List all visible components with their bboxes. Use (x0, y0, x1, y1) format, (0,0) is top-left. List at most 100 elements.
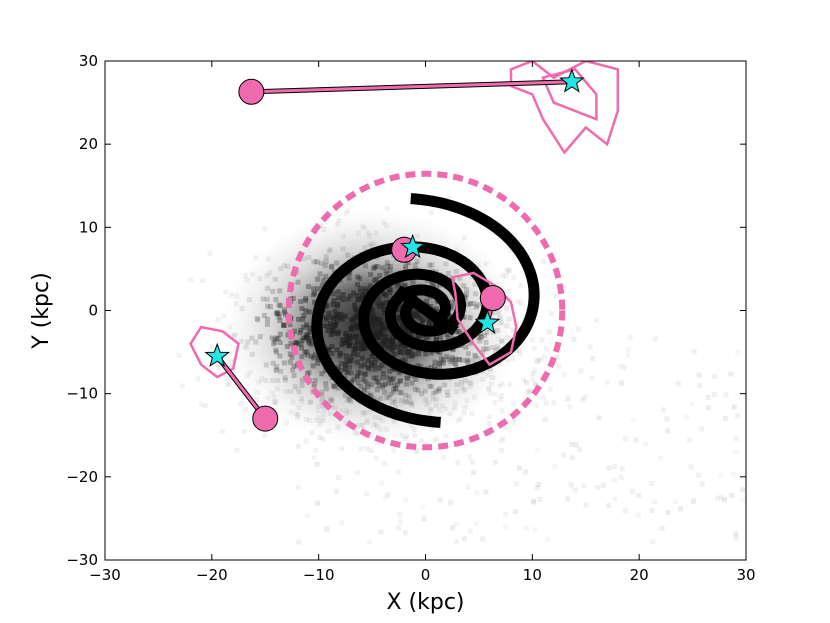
density-point (227, 351, 233, 357)
density-point (596, 415, 602, 421)
density-point (311, 286, 317, 292)
density-point (244, 277, 250, 283)
density-point (311, 383, 317, 389)
density-point (461, 314, 467, 320)
density-point (296, 316, 302, 322)
density-point (403, 392, 409, 398)
density-point (265, 303, 271, 309)
density-point (533, 381, 539, 387)
density-point (343, 331, 349, 337)
density-point (541, 354, 547, 360)
density-point (706, 405, 712, 411)
density-point (338, 408, 344, 414)
density-point (330, 302, 336, 308)
density-point (617, 363, 623, 369)
density-point (428, 354, 434, 360)
density-point (316, 356, 322, 362)
density-point (423, 351, 429, 357)
density-point (372, 277, 378, 283)
density-point (295, 443, 301, 449)
density-point (291, 372, 297, 378)
density-point (331, 383, 337, 389)
density-point (532, 527, 538, 533)
density-point (384, 337, 390, 343)
density-point (391, 389, 397, 395)
density-point (259, 376, 265, 382)
density-point (648, 480, 654, 486)
density-point (445, 270, 451, 276)
density-point (464, 358, 470, 364)
density-point (271, 399, 277, 405)
density-point (432, 364, 438, 370)
density-point (652, 499, 658, 505)
density-point (354, 431, 360, 437)
density-point (312, 299, 318, 305)
density-point (346, 333, 352, 339)
density-point (413, 386, 419, 392)
density-point (331, 316, 337, 322)
density-point (270, 360, 276, 366)
density-point (384, 300, 390, 306)
density-point (362, 286, 368, 292)
density-point (590, 356, 596, 362)
density-point (429, 262, 435, 268)
density-point (270, 288, 276, 294)
density-point (403, 325, 409, 331)
density-point (331, 298, 337, 304)
density-point (306, 325, 312, 331)
density-point (440, 454, 446, 460)
density-point (387, 263, 393, 269)
density-point (274, 367, 280, 373)
density-point (531, 499, 537, 505)
density-point (298, 341, 304, 347)
density-point (285, 263, 291, 269)
density-point (297, 330, 303, 336)
density-point (532, 367, 538, 373)
density-point (344, 357, 350, 363)
density-point (300, 316, 306, 322)
density-point (463, 378, 469, 384)
density-point (523, 469, 529, 475)
density-point (530, 498, 536, 504)
density-point (687, 437, 693, 443)
density-point (705, 395, 711, 401)
x-tick-label: −20 (196, 566, 228, 584)
density-point (517, 283, 523, 289)
density-point (722, 497, 728, 503)
density-point (365, 418, 371, 424)
density-point (465, 484, 471, 490)
density-point (383, 426, 389, 432)
density-point (461, 283, 467, 289)
density-point (269, 390, 275, 396)
density-point (221, 313, 227, 319)
density-point (375, 379, 381, 385)
density-point (398, 390, 404, 396)
density-point (510, 400, 516, 406)
density-point (306, 309, 312, 315)
density-point (238, 338, 244, 344)
density-point (469, 411, 475, 417)
density-point (292, 384, 298, 390)
density-point (329, 351, 335, 357)
density-point (464, 398, 470, 404)
density-point (312, 378, 318, 384)
density-point (437, 385, 443, 391)
density-point (264, 321, 270, 327)
central-bar (394, 285, 459, 336)
density-point (326, 248, 332, 254)
density-point (402, 436, 408, 442)
density-point (345, 397, 351, 403)
density-point (308, 336, 314, 342)
density-point (448, 299, 454, 305)
density-point (540, 395, 546, 401)
density-point (195, 376, 201, 382)
density-point (265, 316, 271, 322)
density-point (622, 436, 628, 442)
density-point (387, 267, 393, 273)
density-point (338, 367, 344, 373)
density-point (375, 263, 381, 269)
density-point (484, 330, 490, 336)
density-point (474, 521, 480, 527)
density-point (220, 428, 226, 434)
density-point (462, 295, 468, 301)
